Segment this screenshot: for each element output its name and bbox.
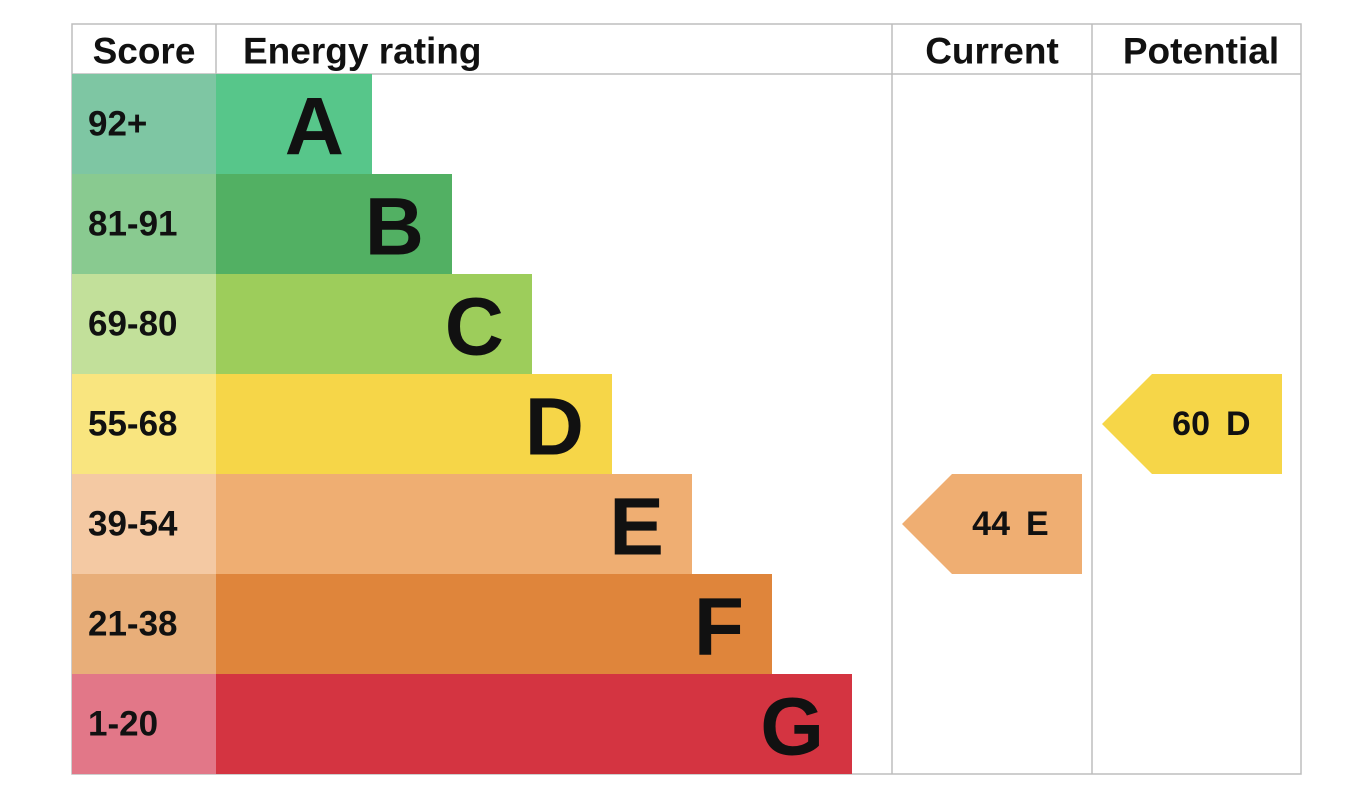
rating-arrow — [1102, 374, 1282, 474]
rating-bar — [216, 574, 772, 674]
score-cell — [72, 474, 216, 574]
rating-letter: A — [285, 82, 344, 173]
rating-bar — [216, 174, 452, 274]
rating-letter: B — [365, 182, 424, 273]
header-potential: Potential — [1123, 31, 1279, 72]
rating-letter: F — [694, 582, 744, 673]
score-label: 55-68 — [88, 405, 178, 444]
score-label: 69-80 — [88, 305, 178, 344]
rating-letter: D — [1226, 405, 1251, 443]
rating-letter: E — [1026, 505, 1049, 543]
score-label: 39-54 — [88, 505, 178, 544]
rating-bar — [216, 74, 372, 174]
rating-bar — [216, 674, 852, 774]
header-rating: Energy rating — [243, 31, 482, 72]
header-current: Current — [925, 31, 1059, 72]
score-cell — [72, 174, 216, 274]
rating-value: 44 — [972, 505, 1010, 543]
score-cell — [72, 74, 216, 174]
score-label: 92+ — [88, 105, 147, 144]
header-score: Score — [93, 31, 196, 72]
rating-letter: D — [525, 382, 584, 473]
rating-arrow — [902, 474, 1082, 574]
score-label: 1-20 — [88, 705, 158, 744]
potential-rating: 60 D — [1102, 374, 1282, 474]
rating-bar — [216, 274, 532, 374]
score-label: 21-38 — [88, 605, 178, 644]
rating-letter: C — [445, 282, 504, 373]
current-rating: 44 E — [902, 474, 1082, 574]
rating-bar — [216, 474, 692, 574]
score-cell — [72, 274, 216, 374]
score-cell — [72, 374, 216, 474]
score-label: 81-91 — [88, 205, 178, 244]
rating-letter: G — [760, 682, 824, 773]
rating-value: 60 — [1172, 405, 1210, 443]
rating-letter: E — [609, 482, 664, 573]
rating-bar — [216, 374, 612, 474]
score-cell — [72, 574, 216, 674]
score-cell — [72, 674, 216, 774]
